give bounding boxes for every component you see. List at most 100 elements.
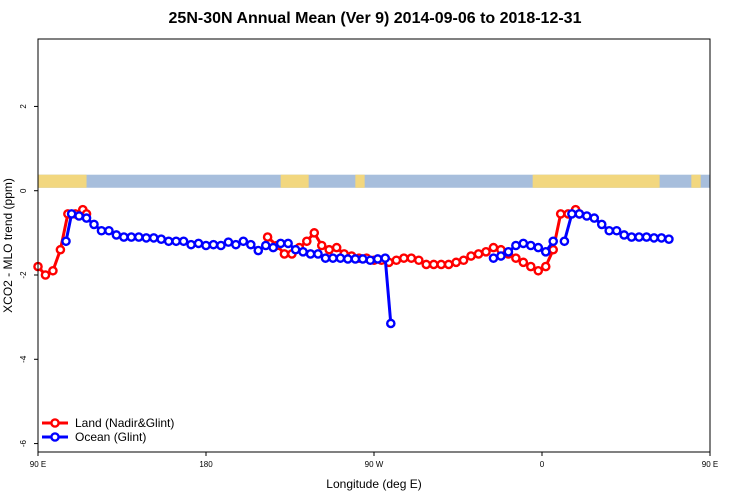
data-point bbox=[406, 253, 417, 263]
data-point bbox=[511, 253, 521, 263]
data-point bbox=[428, 259, 439, 270]
x-tick-label: 90 E bbox=[30, 460, 46, 469]
data-point bbox=[503, 247, 514, 257]
data-point bbox=[436, 259, 447, 270]
data-point bbox=[283, 238, 293, 249]
x-tick-label: 0 bbox=[540, 460, 545, 469]
data-point bbox=[309, 228, 320, 238]
land-band bbox=[532, 174, 660, 188]
data-point bbox=[171, 236, 181, 247]
data-point bbox=[634, 232, 644, 242]
data-point bbox=[399, 253, 409, 263]
data-point bbox=[279, 249, 290, 259]
legend-label: Ocean (Glint) bbox=[75, 430, 146, 444]
data-point bbox=[511, 240, 521, 251]
data-point bbox=[253, 245, 264, 256]
data-point bbox=[526, 240, 536, 251]
data-point bbox=[488, 242, 499, 253]
legend-marker bbox=[50, 418, 60, 428]
data-point bbox=[488, 253, 499, 263]
data-point bbox=[626, 232, 637, 242]
data-point bbox=[245, 239, 256, 250]
data-point bbox=[481, 247, 491, 257]
data-point bbox=[555, 209, 566, 219]
data-point bbox=[574, 209, 585, 219]
data-point bbox=[451, 257, 461, 268]
data-point bbox=[119, 232, 129, 242]
data-point bbox=[582, 211, 592, 221]
data-point bbox=[178, 236, 189, 247]
data-point bbox=[458, 255, 469, 266]
land-band bbox=[280, 174, 309, 188]
data-point bbox=[413, 255, 424, 266]
series-land bbox=[33, 204, 585, 280]
data-point bbox=[559, 236, 570, 247]
data-point bbox=[466, 251, 476, 261]
data-point bbox=[301, 236, 312, 247]
y-tick-label: -2 bbox=[19, 271, 28, 279]
data-point bbox=[350, 254, 361, 264]
data-point bbox=[74, 211, 84, 221]
data-point bbox=[328, 253, 338, 263]
y-tick-label: 2 bbox=[19, 104, 28, 109]
x-tick-label: 90 E bbox=[702, 460, 718, 469]
data-point bbox=[604, 225, 615, 236]
data-point bbox=[238, 236, 249, 247]
data-point bbox=[201, 240, 211, 251]
data-point bbox=[96, 225, 107, 236]
data-point bbox=[533, 265, 544, 276]
data-point bbox=[104, 225, 114, 236]
data-point bbox=[533, 242, 544, 253]
data-point bbox=[55, 244, 66, 255]
data-point bbox=[48, 265, 58, 276]
data-point bbox=[223, 237, 234, 247]
series-line bbox=[64, 212, 393, 324]
data-point bbox=[391, 255, 402, 266]
data-point bbox=[548, 236, 559, 247]
surface-strip bbox=[38, 174, 710, 188]
data-point bbox=[320, 253, 331, 263]
data-point bbox=[275, 238, 286, 249]
data-point bbox=[649, 233, 659, 243]
data-point bbox=[262, 232, 273, 242]
data-point bbox=[193, 238, 204, 249]
data-point bbox=[365, 255, 376, 266]
x-tick-label: 180 bbox=[199, 460, 213, 469]
data-point bbox=[619, 230, 629, 240]
data-point bbox=[316, 240, 327, 251]
y-tick-label: -6 bbox=[19, 439, 28, 447]
data-point bbox=[372, 254, 383, 264]
data-point bbox=[163, 236, 174, 247]
data-point bbox=[540, 247, 551, 257]
data-point bbox=[664, 234, 674, 244]
data-point bbox=[141, 233, 152, 243]
data-point bbox=[81, 213, 92, 223]
data-point bbox=[305, 249, 316, 259]
data-point bbox=[611, 225, 622, 236]
data-point bbox=[526, 261, 536, 272]
data-point bbox=[40, 270, 51, 280]
data-point bbox=[656, 233, 667, 243]
data-point bbox=[567, 209, 577, 219]
data-point bbox=[421, 259, 432, 270]
data-point bbox=[61, 236, 71, 247]
data-point bbox=[268, 242, 279, 253]
land-band bbox=[355, 174, 365, 188]
data-point bbox=[385, 318, 396, 329]
data-point bbox=[313, 249, 323, 259]
y-tick-label: -4 bbox=[19, 355, 28, 363]
data-point bbox=[66, 209, 77, 219]
data-point bbox=[298, 247, 308, 257]
data-point bbox=[343, 254, 353, 264]
y-axis-title: XCO2 - MLO trend (ppm) bbox=[1, 178, 15, 313]
data-point bbox=[518, 257, 529, 268]
data-point bbox=[380, 253, 391, 263]
data-point bbox=[540, 261, 551, 272]
legend-label: Land (Nadir&Glint) bbox=[75, 416, 174, 430]
axis-ticks: 90 E 180 90 W 0 90 E 2 0 -2 -4 -6 bbox=[19, 104, 718, 469]
data-point bbox=[473, 249, 484, 259]
data-point bbox=[335, 253, 346, 263]
data-point bbox=[641, 232, 652, 242]
chart-title: 25N-30N Annual Mean (Ver 9) 2014-09-06 t… bbox=[168, 10, 582, 27]
